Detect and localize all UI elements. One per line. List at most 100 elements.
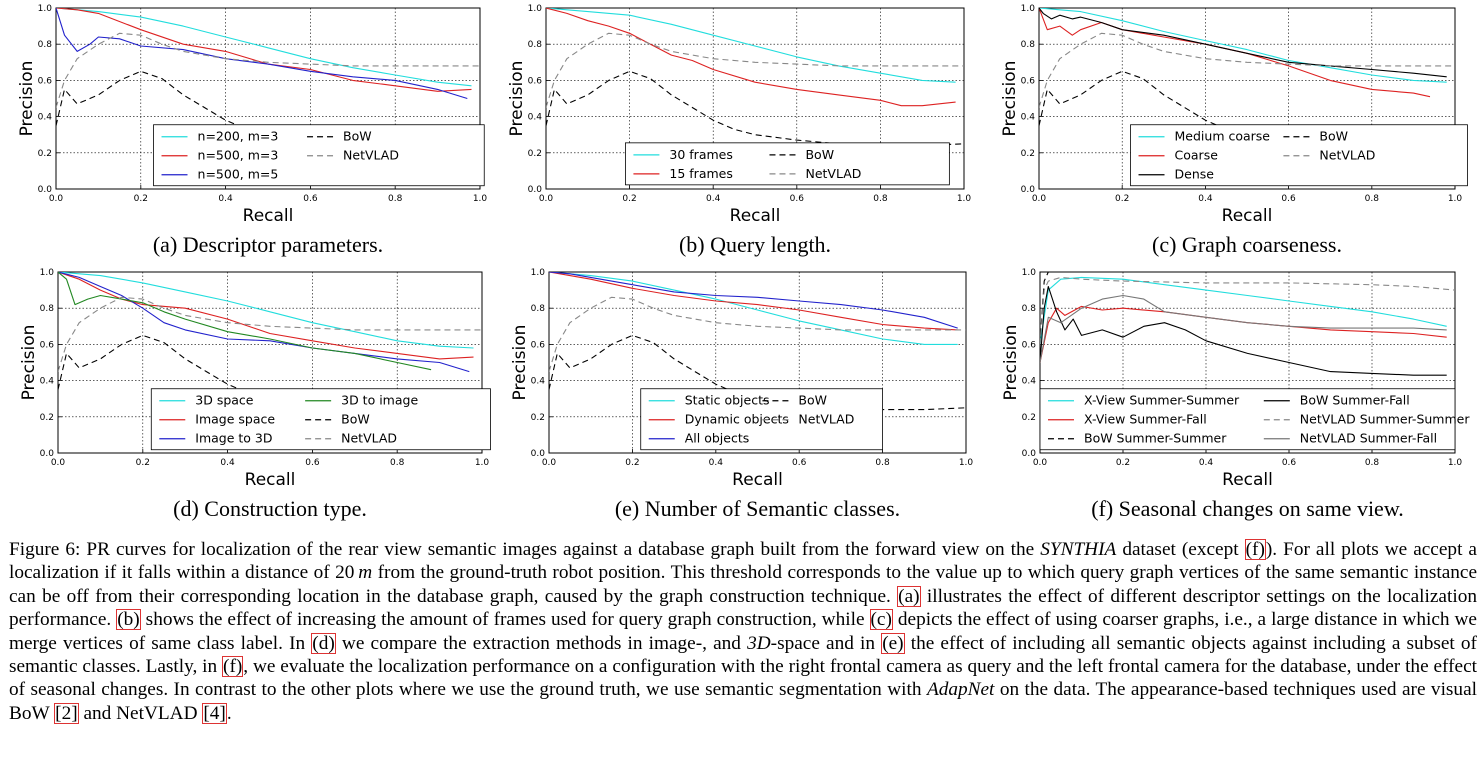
tick-label-x: 0.6 [790,194,805,204]
caption-ref-b-link[interactable]: (b) [116,609,141,631]
panel-caption: (c) Graph coarseness. [1152,232,1342,257]
tick-label-y: 0.6 [38,76,53,86]
caption-ref-e-link[interactable]: (e) [881,632,905,654]
tick-label-y: 0.4 [1022,377,1037,387]
legend-entry: Medium coarse [1175,129,1271,144]
y-axis-label: Precision [1001,325,1021,401]
panel-caption: (a) Descriptor parameters. [153,232,383,257]
legend-entry: BoW [1319,129,1348,144]
tick-label-x: 0.6 [792,458,807,468]
panel-caption: (b) Query length. [679,232,831,257]
legend-entry: X-View Summer-Fall [1084,412,1207,427]
tick-label-x: 0.8 [875,458,890,468]
legend-entry: NetVLAD [341,431,397,446]
caption-text-1: Figure 6: PR curves for localization of … [9,539,1041,560]
tick-label-x: 0.0 [542,458,557,468]
figure-panels: 0.0 0.2 0.4 0.6 0.8 1.0 0.0 0.2 0.4 0.6 0.8 1.0 Reca… [17,4,1470,521]
tick-label-x: 0.6 [1281,194,1296,204]
legend-entry: BoW [805,147,834,162]
tick-label-y: 0.2 [38,149,52,159]
series-line [549,334,966,411]
tick-label-x: 0.8 [388,194,403,204]
tick-label-x: 0.2 [622,194,636,204]
series-group [546,8,964,147]
caption-ref-d-link[interactable]: (d) [311,632,336,654]
tick-label-x: 0.4 [1199,458,1214,468]
tick-label-y: 0.6 [528,76,543,86]
tick-label-y: 0.2 [1021,149,1035,159]
tick-label-x: 1.0 [959,458,974,468]
caption-text-4: from the ground-truth robot position. Th… [9,562,1478,607]
series-line [1040,285,1447,376]
tick-label-x: 0.2 [1116,458,1130,468]
tick-label-x: 0.4 [706,194,721,204]
legend-entry: n=500, m=5 [198,167,279,182]
caption-text-13: and NetVLAD [78,702,203,724]
legend-entry: Static objects [685,393,770,408]
y-axis-label: Precision [510,325,530,401]
legend-entry: All objects [685,431,750,446]
tick-label-y: 0.8 [40,304,55,314]
chart-panel: 0.0 0.2 0.4 0.6 0.8 1.0 0.0 0.2 0.4 0.6 0.8 1.0 Reca… [1000,4,1468,257]
series-line [1039,70,1455,147]
tick-label-x: 0.2 [625,458,639,468]
tick-label-y: 0.8 [531,304,546,314]
tick-label-x: 0.4 [709,458,724,468]
tick-label-x: 1.0 [1448,458,1463,468]
tick-label-x: 0.2 [134,194,148,204]
caption-text-2: dataset (except [1116,539,1245,560]
panel-caption: (e) Number of Semantic classes. [615,496,900,521]
tick-label-y: 0.4 [531,377,546,387]
legend-entry: Dynamic objects [685,412,789,427]
caption-text-12: on the data. The appearance-based techni… [9,679,1477,724]
tick-label-y: 0.2 [40,413,54,423]
x-axis-label: Recall [730,206,781,226]
y-axis-label: Precision [17,61,37,137]
tick-label-x: 0.0 [1032,194,1047,204]
tick-label-y: 0.6 [1022,340,1037,350]
tick-label-y: 1.0 [38,4,53,14]
series-line [549,272,958,331]
series-group [549,272,966,411]
tick-label-x: 0.6 [1282,458,1297,468]
tick-label-y: 0.2 [531,413,545,423]
legend-entry: NetVLAD Summer-Fall [1300,431,1437,446]
tick-label-x: 0.2 [136,458,150,468]
series-line [58,296,482,372]
tick-label-x: 0.8 [1365,458,1380,468]
caption-cite-4-link[interactable]: [4] [202,702,227,724]
legend-entry: Coarse [1175,148,1219,163]
legend-entry: NetVLAD [343,148,399,163]
panel-caption: (d) Construction type. [173,496,367,521]
caption-cite-2-link[interactable]: [2] [54,702,79,724]
tick-label-x: 0.0 [51,458,66,468]
legend-entry: n=500, m=3 [198,148,279,163]
series-line [56,8,472,87]
series-group [1040,272,1455,376]
tick-label-x: 0.4 [1198,194,1213,204]
caption-ref-c-link[interactable]: (c) [869,609,893,631]
tick-label-x: 0.0 [1033,458,1048,468]
chart-panel: 0.0 0.2 0.4 0.6 0.8 1.0 0.0 0.2 0.4 0.6 0.8 1.0 Reca… [510,268,973,521]
series-line [1039,8,1431,98]
legend-box [625,142,950,186]
tick-label-y: 1.0 [531,268,546,278]
caption-ref-f-link[interactable]: (f) [1244,539,1266,560]
panel-caption: (f) Seasonal changes on same view. [1091,496,1404,521]
series-line [546,70,964,147]
legend-entry: BoW [343,129,372,144]
tick-label-x: 0.8 [390,458,405,468]
caption-ref-f2-link[interactable]: (f) [222,656,244,678]
tick-label-x: 1.0 [475,458,490,468]
series-line [56,8,472,92]
caption-adapnet: AdapNet [926,679,995,701]
tick-label-y: 0.4 [528,113,543,123]
y-axis-label: Precision [1000,61,1020,137]
legend-entry: BoW Summer-Summer [1084,431,1227,446]
tick-label-x: 0.4 [218,194,233,204]
tick-label-y: 0.8 [38,40,53,50]
caption-ref-a-link[interactable]: (a) [897,585,921,607]
x-axis-label: Recall [243,206,294,226]
tick-label-y: 0.2 [528,149,542,159]
caption-text-8: we compare the extraction methods in ima… [335,632,748,654]
